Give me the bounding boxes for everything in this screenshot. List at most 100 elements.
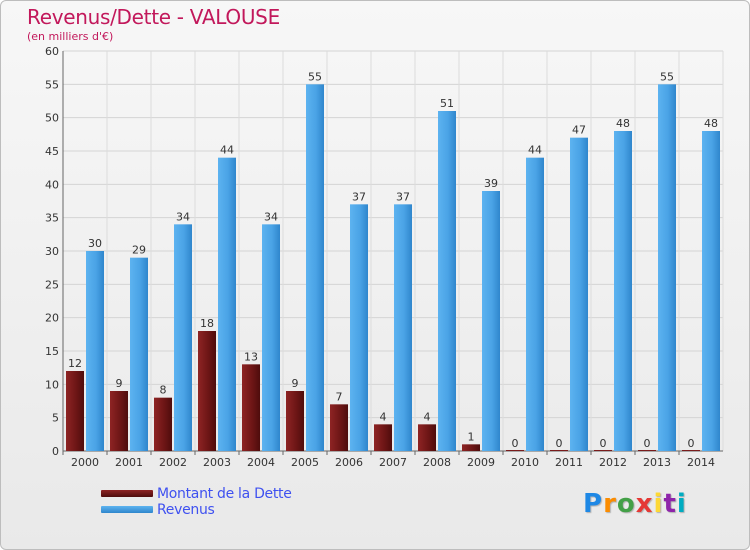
bar-revenus bbox=[614, 131, 632, 451]
logo-letter: P bbox=[583, 489, 604, 519]
data-label-dette: 0 bbox=[512, 437, 519, 450]
data-label-dette: 9 bbox=[292, 377, 299, 390]
bar-dette bbox=[330, 404, 348, 451]
logo-letter: i bbox=[676, 489, 687, 519]
proxiti-logo: Proxiti bbox=[583, 489, 687, 519]
bar-revenus bbox=[86, 251, 104, 451]
data-label-revenus: 44 bbox=[220, 144, 234, 157]
data-label-dette: 4 bbox=[424, 410, 431, 423]
data-label-revenus: 48 bbox=[704, 117, 718, 130]
data-label-dette: 4 bbox=[380, 410, 387, 423]
bar-dette bbox=[638, 450, 656, 451]
y-tick-label: 35 bbox=[45, 212, 59, 225]
data-label-dette: 0 bbox=[644, 437, 651, 450]
x-tick-label: 2004 bbox=[247, 456, 275, 469]
y-tick-label: 60 bbox=[45, 45, 59, 58]
data-label-dette: 1 bbox=[468, 430, 475, 443]
y-tick-label: 15 bbox=[45, 345, 59, 358]
data-label-revenus: 34 bbox=[176, 210, 190, 223]
bars bbox=[66, 84, 720, 451]
bar-dette bbox=[242, 364, 260, 451]
legend-swatch-revenus bbox=[101, 506, 153, 513]
bar-dette bbox=[682, 450, 700, 451]
bar-dette bbox=[154, 397, 172, 451]
bar-dette bbox=[198, 331, 216, 451]
value-labels: 12 30 9 29 8 34 18 44 13 34 9 55 7 37 4 37 4 51 1 39 0 44 0 47 0… bbox=[68, 70, 718, 450]
bar-revenus bbox=[526, 157, 544, 451]
legend-swatch-dette bbox=[101, 490, 153, 497]
data-label-dette: 0 bbox=[600, 437, 607, 450]
x-tick-label: 2011 bbox=[555, 456, 583, 469]
bar-dette bbox=[462, 444, 480, 451]
data-label-revenus: 37 bbox=[352, 190, 366, 203]
bar-revenus bbox=[350, 204, 368, 451]
bar-dette bbox=[550, 450, 568, 451]
data-label-dette: 13 bbox=[244, 350, 258, 363]
data-label-revenus: 51 bbox=[440, 97, 454, 110]
data-label-revenus: 44 bbox=[528, 144, 542, 157]
data-label-dette: 0 bbox=[688, 437, 695, 450]
data-label-dette: 0 bbox=[556, 437, 563, 450]
logo-letter: t bbox=[663, 489, 677, 519]
logo-letter: x bbox=[635, 489, 654, 519]
bar-dette bbox=[286, 391, 304, 451]
data-label-revenus: 39 bbox=[484, 177, 498, 190]
y-tick-label: 40 bbox=[45, 178, 59, 191]
data-label-revenus: 30 bbox=[88, 237, 102, 250]
bar-dette bbox=[506, 450, 524, 451]
x-tick-label: 2012 bbox=[599, 456, 627, 469]
logo-letter: i bbox=[653, 489, 664, 519]
x-tick-label: 2002 bbox=[159, 456, 187, 469]
y-tick-label: 0 bbox=[52, 445, 59, 458]
data-label-dette: 9 bbox=[116, 377, 123, 390]
logo-letter: r bbox=[603, 489, 617, 519]
x-tick-label: 2005 bbox=[291, 456, 319, 469]
x-tick-label: 2013 bbox=[643, 456, 671, 469]
y-tick-label: 5 bbox=[52, 412, 59, 425]
bar-dette bbox=[418, 424, 436, 451]
data-label-revenus: 55 bbox=[308, 70, 322, 83]
bar-revenus bbox=[658, 84, 676, 451]
y-tick-label: 45 bbox=[45, 145, 59, 158]
y-tick-label: 20 bbox=[45, 312, 59, 325]
y-tick-label: 50 bbox=[45, 112, 59, 125]
data-label-revenus: 29 bbox=[132, 244, 146, 257]
data-label-revenus: 48 bbox=[616, 117, 630, 130]
data-label-revenus: 47 bbox=[572, 124, 586, 137]
chart-title: Revenus/Dette - VALOUSE bbox=[27, 5, 280, 29]
bar-revenus bbox=[438, 111, 456, 451]
bar-revenus bbox=[570, 137, 588, 451]
bar-revenus bbox=[218, 157, 236, 451]
bar-revenus bbox=[262, 224, 280, 451]
bar-dette bbox=[110, 391, 128, 451]
bar-revenus bbox=[306, 84, 324, 451]
data-label-dette: 18 bbox=[200, 317, 214, 330]
bar-dette bbox=[66, 371, 84, 451]
data-label-revenus: 37 bbox=[396, 190, 410, 203]
data-label-revenus: 34 bbox=[264, 210, 278, 223]
logo-letter: o bbox=[616, 489, 636, 519]
bar-revenus bbox=[702, 131, 720, 451]
data-label-dette: 8 bbox=[160, 384, 167, 397]
legend-label-dette: Montant de la Dette bbox=[157, 486, 292, 502]
bar-revenus bbox=[394, 204, 412, 451]
x-tick-label: 2007 bbox=[379, 456, 407, 469]
y-tick-label: 10 bbox=[45, 378, 59, 391]
y-tick-label: 30 bbox=[45, 245, 59, 258]
data-label-dette: 7 bbox=[336, 390, 343, 403]
bar-dette bbox=[374, 424, 392, 451]
bar-dette bbox=[594, 450, 612, 451]
x-tick-label: 2001 bbox=[115, 456, 143, 469]
x-tick-label: 2008 bbox=[423, 456, 451, 469]
legend-label-revenus: Revenus bbox=[157, 502, 215, 518]
bar-revenus bbox=[174, 224, 192, 451]
data-label-dette: 12 bbox=[68, 357, 82, 370]
data-label-revenus: 55 bbox=[660, 70, 674, 83]
x-tick-label: 2000 bbox=[71, 456, 99, 469]
y-tick-label: 55 bbox=[45, 78, 59, 91]
y-tick-label: 25 bbox=[45, 278, 59, 291]
bar-revenus bbox=[482, 191, 500, 451]
